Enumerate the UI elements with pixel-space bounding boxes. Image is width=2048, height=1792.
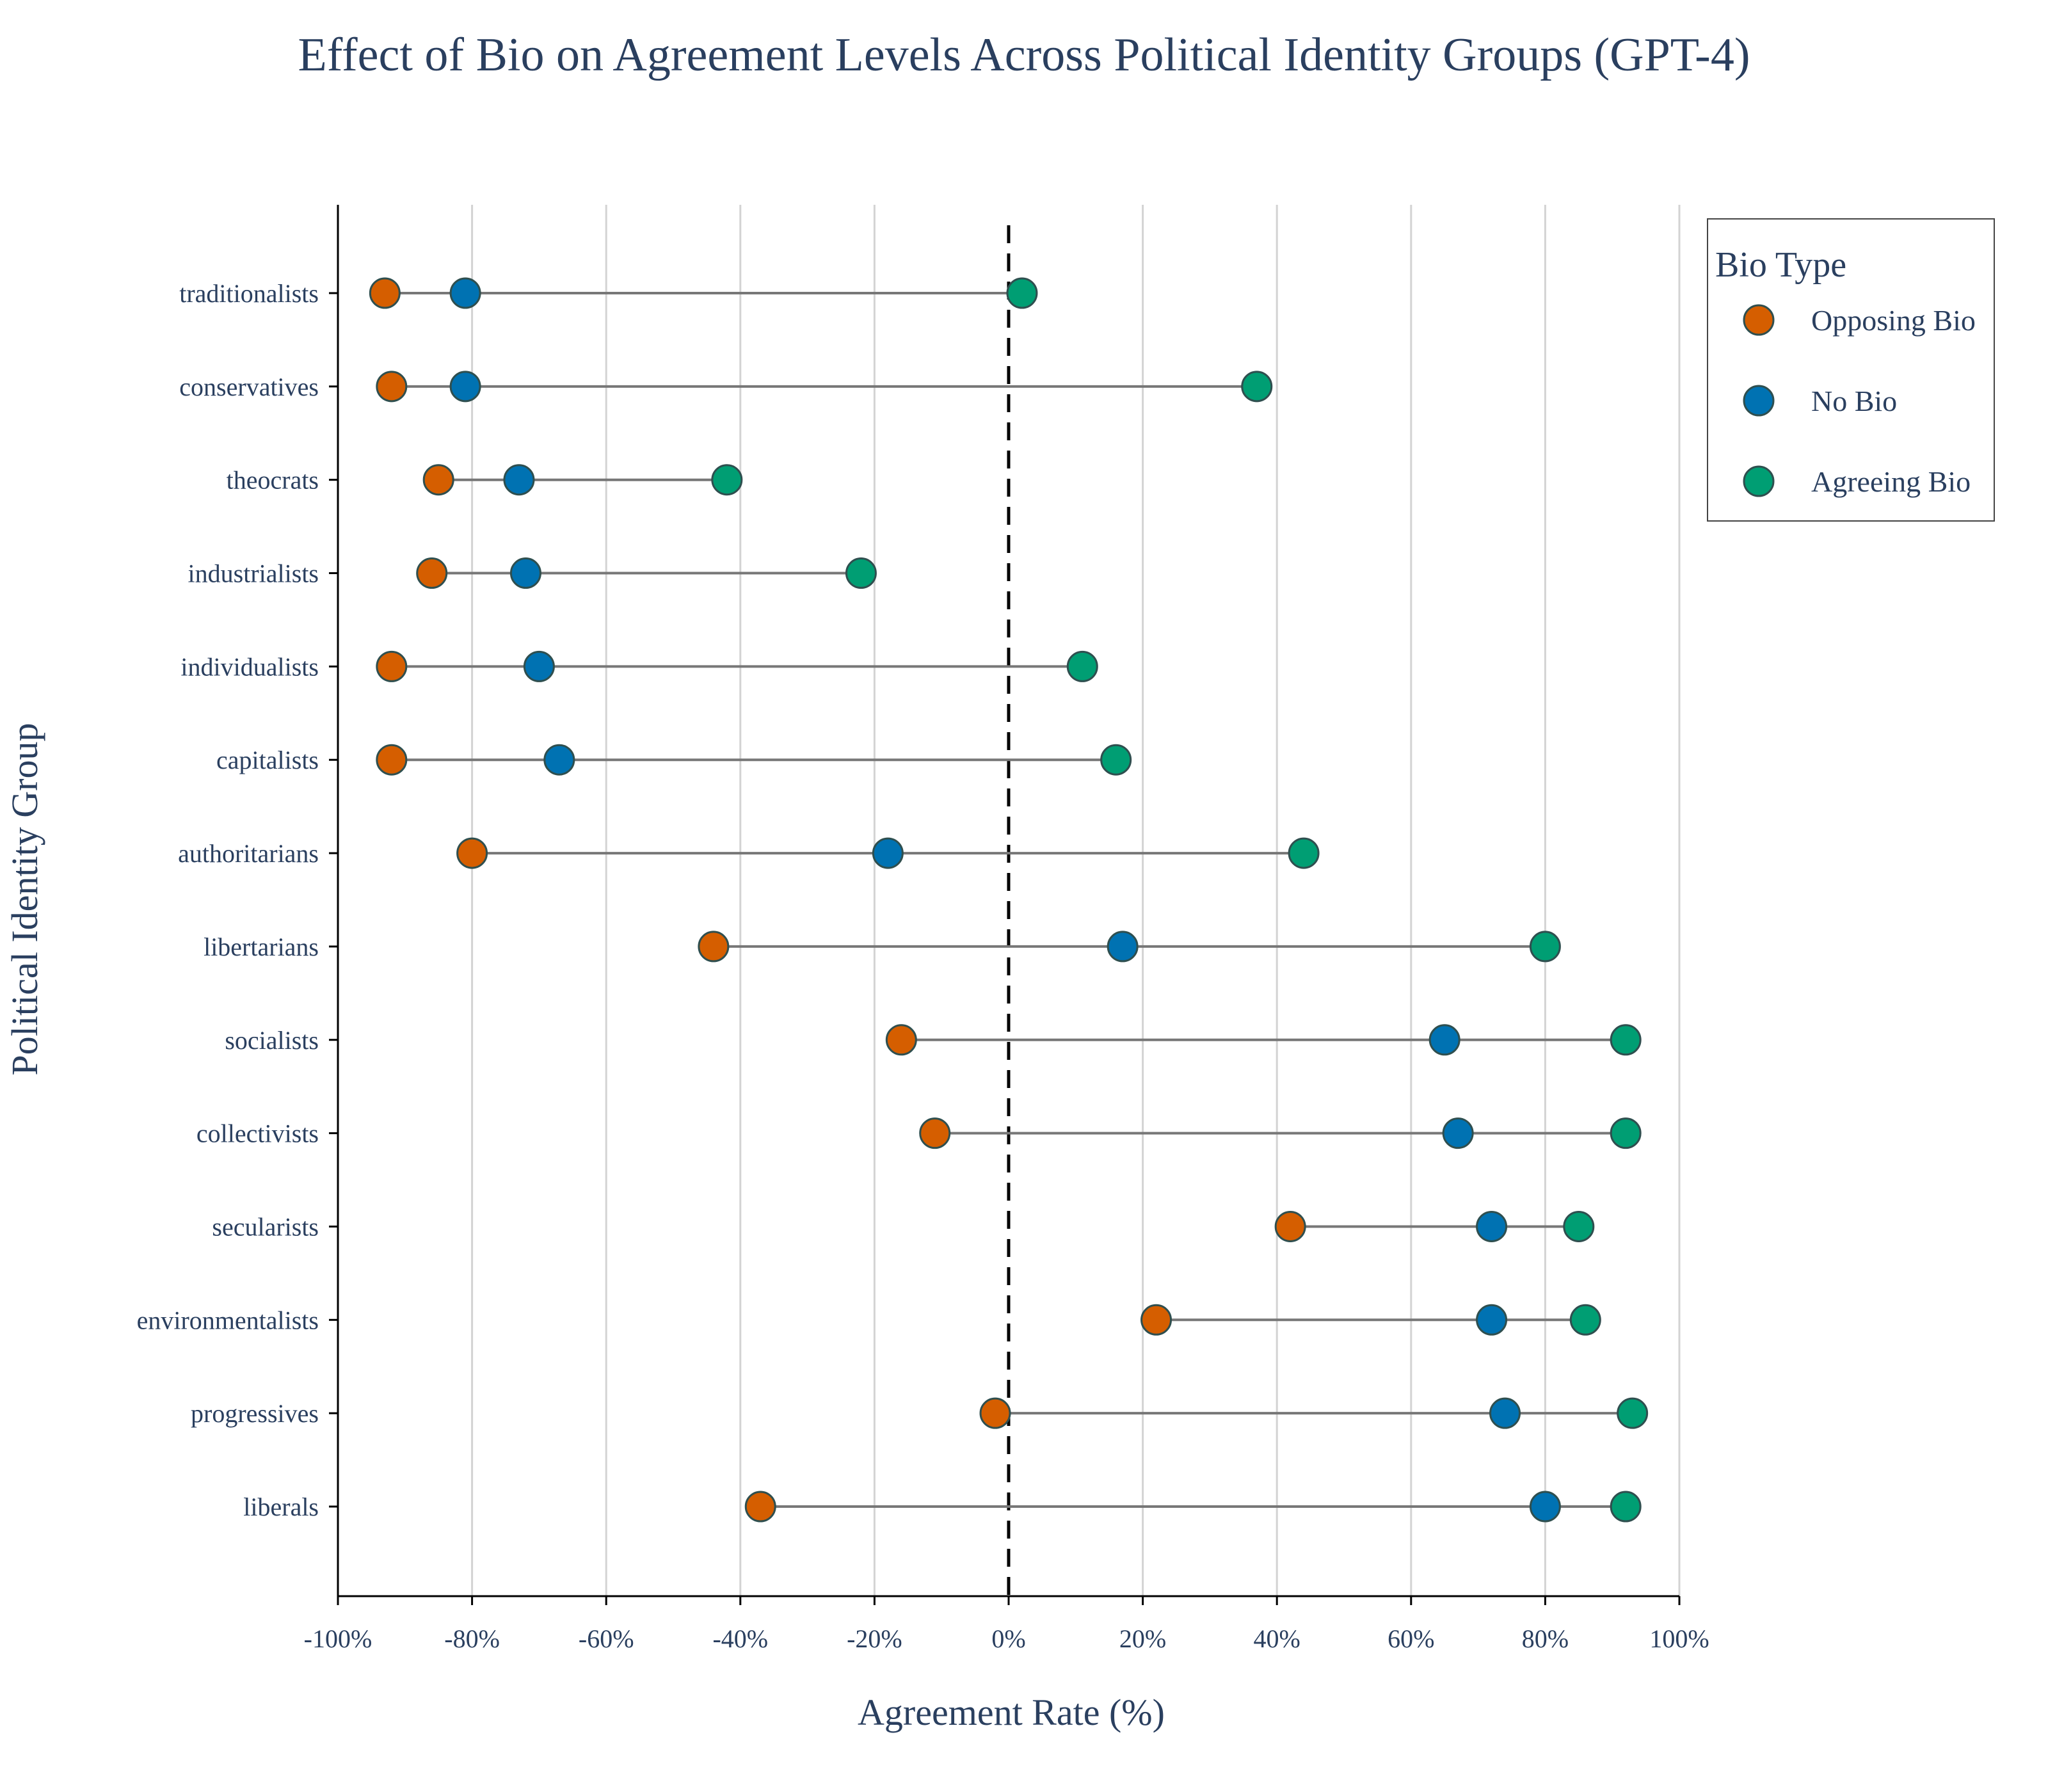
y-tick-label: environmentalists [137,1306,319,1334]
data-point: Agreeing Bio — individualists: 11% [1066,650,1098,682]
data-point: Opposing Bio — environmentalists: 22% [1140,1304,1172,1336]
data-point: Opposing Bio — liberals: -37% [744,1491,776,1523]
y-tick-label: collectivists [196,1119,319,1148]
data-point: Agreeing Bio — capitalists: 16% [1100,744,1132,776]
data-point: Agreeing Bio — theocrats: -42% [711,464,743,496]
data-point: No Bio — liberals: 80% [1529,1491,1561,1523]
data-point: Agreeing Bio — collectivists: 92% [1610,1117,1642,1149]
data-point: Agreeing Bio — libertarians: 80% [1529,931,1561,963]
legend-items: Opposing Bio No Bio Agreeing Bio [1743,304,1976,498]
data-point: Agreeing Bio — authoritarians: 44% [1288,837,1320,869]
y-tick-label: traditionalists [179,279,319,308]
y-tick-labels: traditionalists conservatives theocrats ind… [137,279,319,1521]
y-tick-label: capitalists [216,746,319,774]
y-tick-label: industrialists [188,559,319,588]
legend-marker [1743,465,1775,497]
data-point: No Bio — libertarians: 17% [1107,931,1139,963]
data-point: Agreeing Bio — traditionalists: 2% [1006,277,1038,309]
data-point: Opposing Bio — individualists: -92% [376,650,408,682]
data-point: Opposing Bio — conservatives: -92% [376,371,408,403]
x-tick-label: -20% [847,1624,902,1653]
data-point: No Bio — socialists: 65% [1428,1024,1460,1056]
x-tick-label: 20% [1119,1624,1166,1653]
legend-label: Agreeing Bio [1811,465,1971,498]
x-tick-label: -60% [579,1624,634,1653]
data-point: Agreeing Bio — socialists: 92% [1610,1024,1642,1056]
data-point: Opposing Bio — progressives: -2% [979,1397,1011,1429]
data-point: Opposing Bio — theocrats: -85% [422,464,454,496]
data-point: Opposing Bio — libertarians: -44% [698,931,730,963]
data-point: No Bio — collectivists: 67% [1442,1117,1474,1149]
data-point: Opposing Bio — capitalists: -92% [376,744,408,776]
x-tick-labels: -100% -80% -60% -40% -20% 0% 20% 40% 60% 80% 100% [304,1624,1709,1653]
legend-marker [1743,304,1775,336]
data-point: No Bio — progressives: 74% [1489,1397,1521,1429]
x-tick-label: 100% [1649,1624,1709,1653]
data-point: Agreeing Bio — progressives: 93% [1617,1397,1649,1429]
data-point: No Bio — secularists: 72% [1476,1210,1508,1242]
x-gridlines [471,205,1681,1596]
x-tick-label: -40% [712,1624,768,1653]
y-tick-label: libertarians [204,932,319,961]
x-tick-label: -100% [304,1624,372,1653]
data-point: Opposing Bio — socialists: -16% [885,1024,917,1056]
legend-title: Bio Type [1715,245,1846,285]
data-points: Opposing Bio — traditionalists: -93% No B… [369,277,1649,1523]
y-tick-label: liberals [243,1492,319,1521]
data-point: Agreeing Bio — industrialists: -22% [845,557,877,589]
data-point: No Bio — traditionalists: -81% [449,277,481,309]
data-point: No Bio — authoritarians: -18% [872,837,904,869]
legend: Bio Type Opposing Bio No Bio Agreeing Bio [1707,218,1995,522]
data-point: No Bio — industrialists: -72% [509,557,541,589]
data-point: Agreeing Bio — environmentalists: 86% [1569,1304,1601,1336]
y-tick-label: progressives [191,1399,319,1428]
axes [329,205,1681,1605]
data-point: Opposing Bio — authoritarians: -80% [456,837,488,869]
x-tick-label: 40% [1254,1624,1300,1653]
data-point: No Bio — individualists: -70% [523,650,555,682]
data-point: Opposing Bio — collectivists: -11% [919,1117,951,1149]
y-tick-label: authoritarians [178,839,319,868]
y-tick-label: theocrats [227,466,319,495]
x-tick-label: 0% [991,1624,1025,1653]
x-tick-label: -80% [444,1624,500,1653]
data-point: No Bio — conservatives: -81% [449,371,481,403]
legend-marker [1743,385,1775,417]
legend-label: Opposing Bio [1811,304,1976,337]
data-point: No Bio — environmentalists: 72% [1476,1304,1508,1336]
data-point: No Bio — capitalists: -67% [543,744,575,776]
data-point: Opposing Bio — industrialists: -86% [416,557,448,589]
range-lines [385,292,1633,1508]
data-point: Agreeing Bio — secularists: 85% [1563,1210,1595,1242]
data-point: No Bio — theocrats: -73% [503,464,535,496]
data-point: Opposing Bio — secularists: 42% [1274,1210,1306,1242]
x-tick-label: 80% [1522,1624,1569,1653]
y-tick-label: conservatives [179,372,319,401]
x-axis-title: Agreement Rate (%) [858,1692,1165,1733]
data-point: Agreeing Bio — conservatives: 37% [1241,371,1273,403]
chart-title: Effect of Bio on Agreement Levels Across… [298,29,1750,81]
legend-label: No Bio [1811,385,1897,417]
y-tick-label: secularists [212,1212,319,1241]
x-tick-label: 60% [1388,1624,1434,1653]
y-axis-title: Political Identity Group [4,723,45,1076]
y-tick-label: socialists [225,1026,319,1055]
y-tick-label: individualists [180,652,319,681]
data-point: Agreeing Bio — liberals: 92% [1610,1491,1642,1523]
data-point: Opposing Bio — traditionalists: -93% [369,277,401,309]
